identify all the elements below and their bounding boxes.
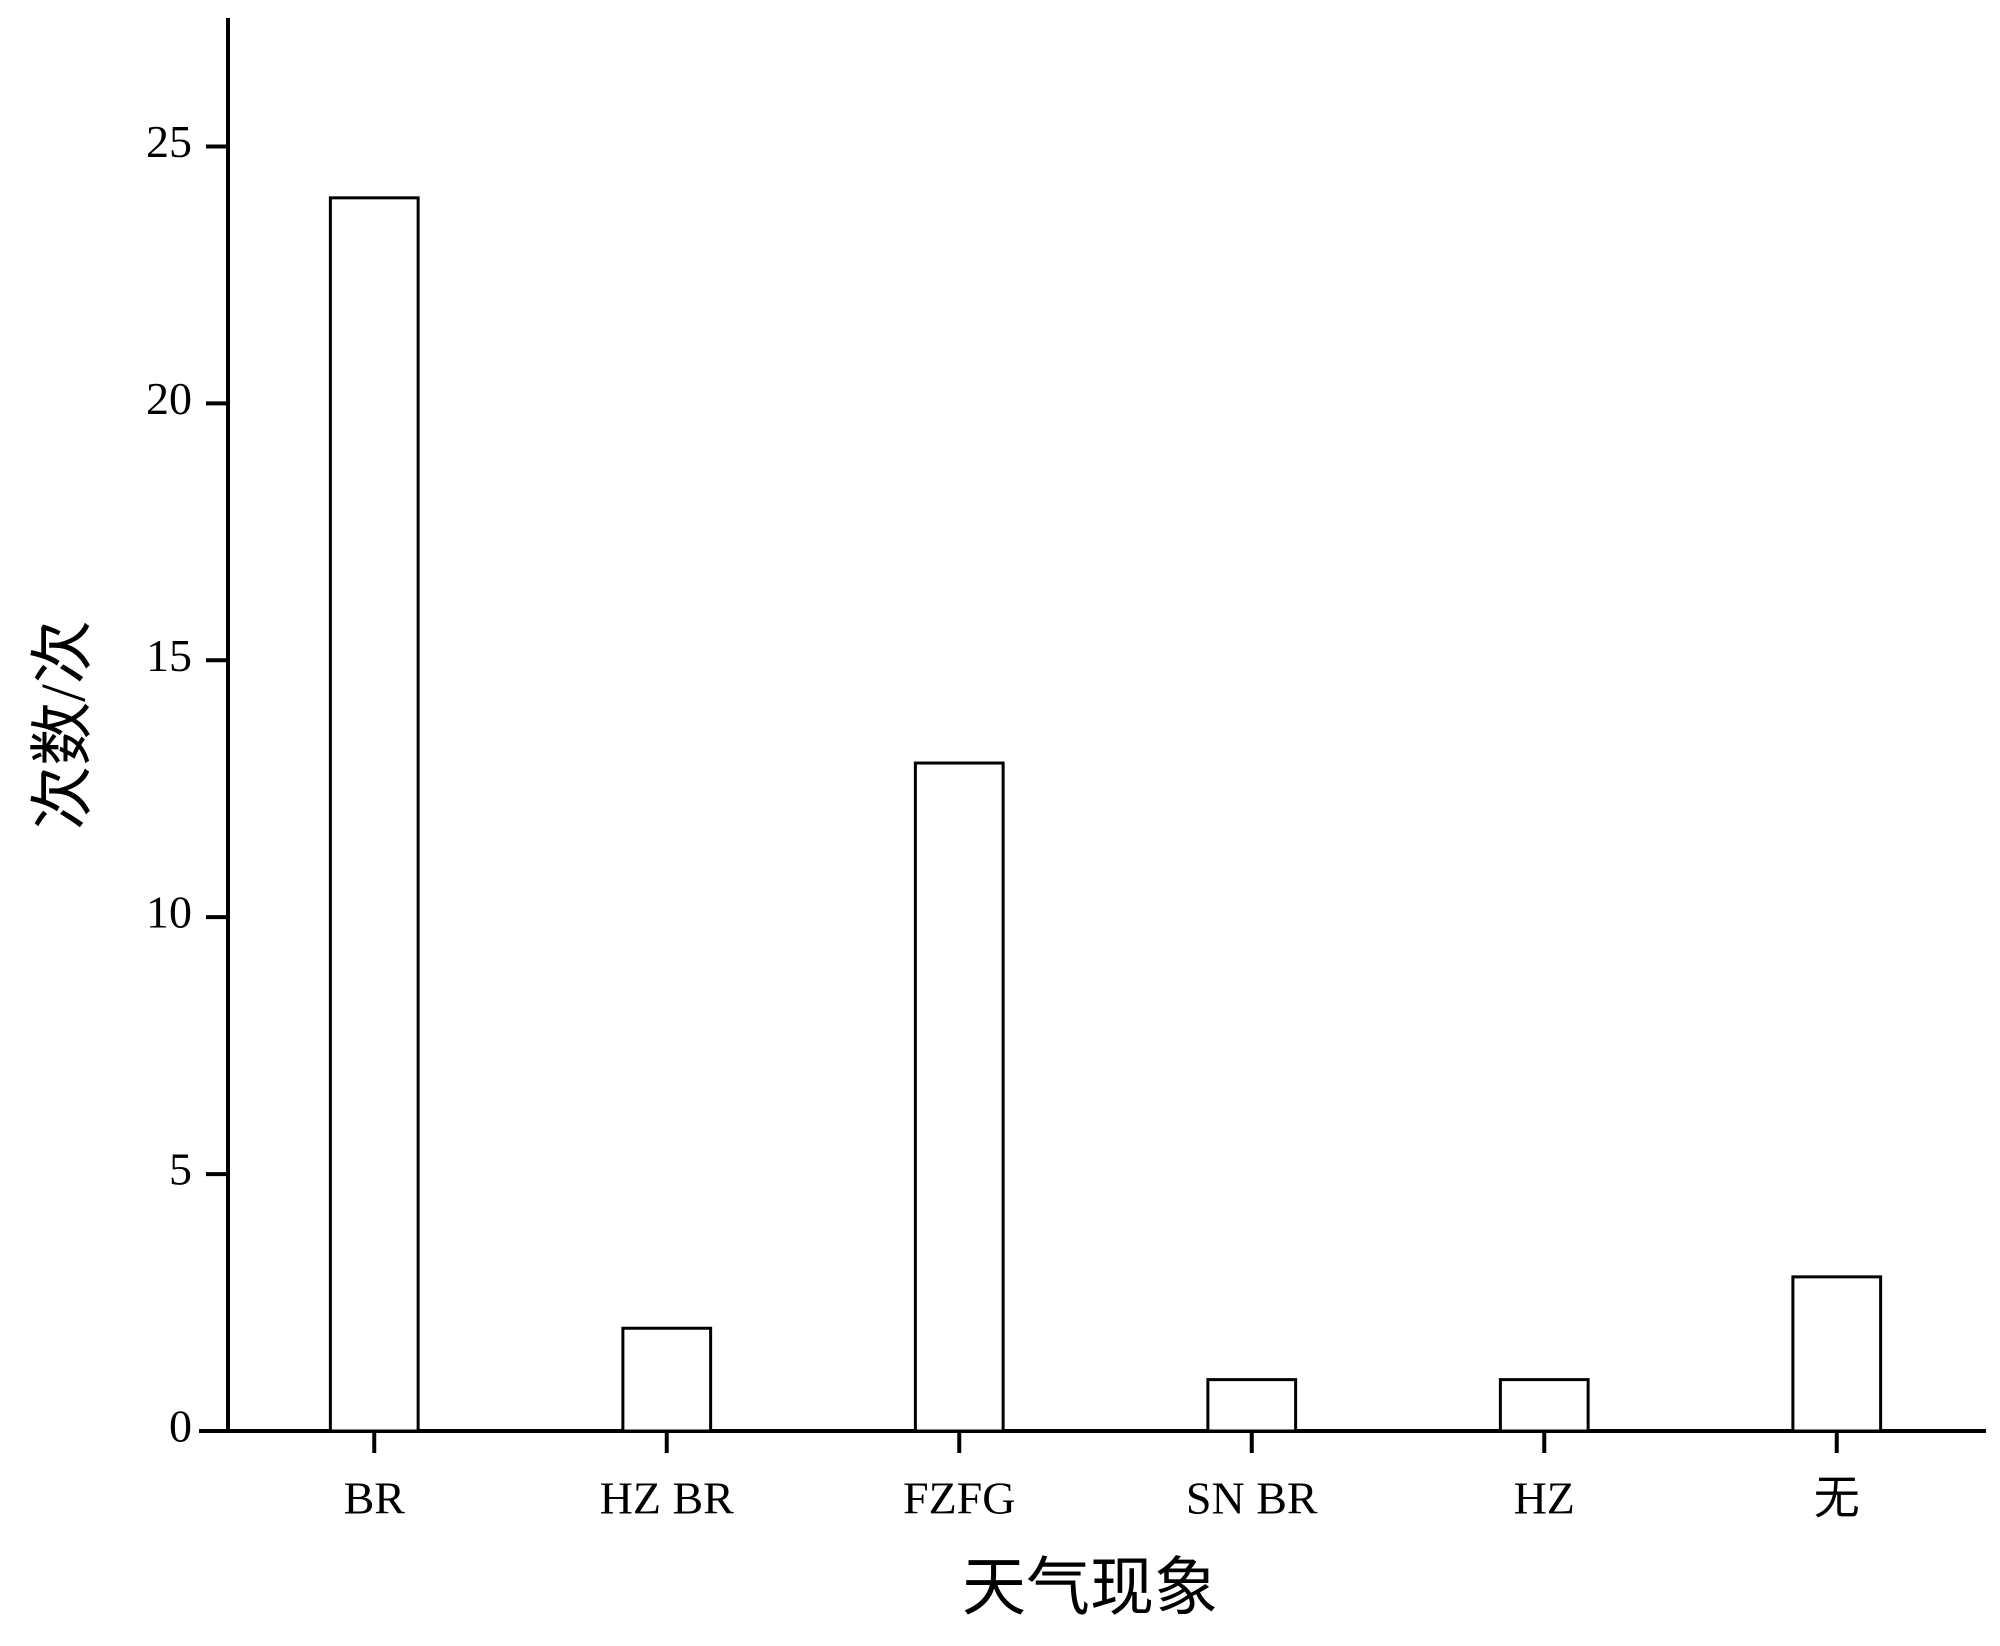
bar [328,196,420,1433]
y-axis-label: 次数/次 [28,620,99,830]
x-tick-label: HZ [1514,1473,1575,1524]
bar [1206,1378,1298,1433]
bar [1791,1275,1883,1433]
y-tick-label: 20 [146,373,192,424]
x-axis-label: 天气现象 [962,1553,1218,1624]
y-tick-label: 0 [169,1401,192,1452]
y-tick-label: 15 [146,630,192,681]
y-tick-label: 5 [169,1144,192,1195]
x-tick-label: 无 [1814,1473,1860,1524]
x-tick-label: BR [344,1473,406,1524]
bar [1498,1378,1590,1433]
bar [913,761,1005,1433]
y-tick-label: 25 [146,116,192,167]
x-tick-label: HZ BR [600,1473,735,1524]
x-tick-label: SN BR [1186,1473,1318,1524]
bar [621,1326,713,1433]
x-tick-label: FZFG [903,1473,1015,1524]
y-tick-label: 10 [146,887,192,938]
